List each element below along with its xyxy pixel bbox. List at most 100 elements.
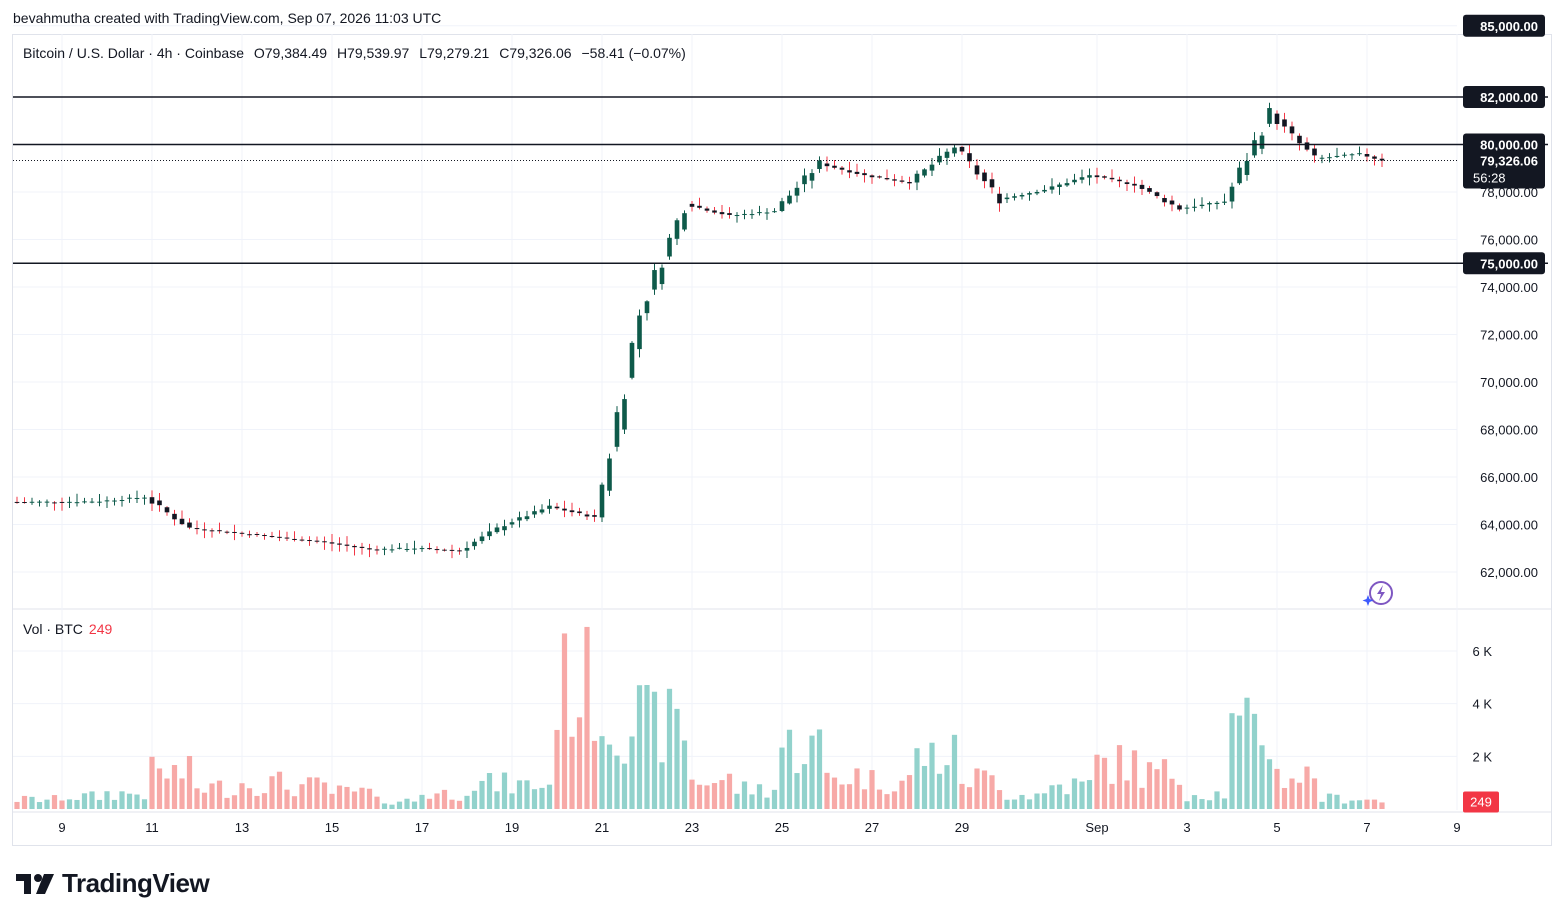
volume-bar <box>1251 713 1258 809</box>
candle-body <box>1162 198 1167 203</box>
candle-body <box>239 532 245 534</box>
candle-body <box>104 500 110 502</box>
candle <box>299 536 305 542</box>
candle <box>52 501 57 511</box>
symbol-label[interactable]: Bitcoin / U.S. Dollar · 4h · Coinbase <box>23 45 244 61</box>
candle <box>112 497 117 506</box>
candle-body <box>899 180 905 182</box>
candle <box>1094 167 1100 184</box>
candle <box>314 536 320 544</box>
volume-bar <box>546 784 553 809</box>
volume-bar <box>449 799 455 809</box>
candle-body <box>374 549 380 551</box>
volume-bar <box>1011 799 1018 809</box>
volume-bar <box>801 764 808 809</box>
candle <box>599 482 605 522</box>
candle-body <box>202 529 207 531</box>
candle <box>1372 155 1377 166</box>
candle <box>1214 201 1220 210</box>
candle <box>1282 112 1287 133</box>
volume-bar <box>156 768 163 809</box>
countdown-label: 56:28 <box>1473 171 1506 186</box>
candle <box>1027 191 1032 201</box>
volume-bar <box>906 775 913 809</box>
candle <box>1244 152 1250 181</box>
volume-bar <box>606 744 613 809</box>
candle <box>464 541 470 559</box>
time-tick-label: 15 <box>325 820 339 835</box>
candle-body <box>569 510 575 513</box>
candle-body <box>1342 154 1347 156</box>
volume-bar <box>1034 793 1040 809</box>
candle <box>262 533 267 540</box>
candle <box>1079 169 1085 184</box>
candle-body <box>284 537 290 539</box>
candle <box>1289 121 1295 141</box>
candle <box>1259 132 1265 155</box>
candle-body <box>157 500 162 506</box>
flash-icon[interactable] <box>1362 580 1398 610</box>
candle-body <box>1244 161 1250 175</box>
candle-body <box>667 237 672 257</box>
candle-body <box>67 501 72 503</box>
candle-body <box>397 547 402 549</box>
candle <box>217 522 222 534</box>
volume-value: 249 <box>88 621 113 637</box>
candle <box>509 518 515 528</box>
candle <box>149 490 155 512</box>
volume-bar <box>126 793 133 809</box>
candle-body <box>1267 108 1272 124</box>
candle <box>1004 193 1010 203</box>
candle-body <box>1184 207 1190 209</box>
candle-body <box>1154 192 1160 197</box>
volume-bar <box>344 786 350 809</box>
candle-body <box>704 208 710 211</box>
volume-bar <box>1236 715 1243 809</box>
candle <box>134 490 140 503</box>
candle-body <box>839 167 845 170</box>
time-tick-label: 27 <box>865 820 879 835</box>
candle-body <box>352 545 357 548</box>
volume-bar <box>659 762 665 809</box>
volume-bar <box>299 784 305 809</box>
volume-bar <box>839 784 845 809</box>
candle-body <box>442 549 447 551</box>
candle <box>644 300 650 321</box>
candle <box>202 522 207 539</box>
volume-bar <box>936 773 943 809</box>
volume-bar <box>389 804 395 809</box>
candle-body <box>1357 153 1362 155</box>
volume-bar <box>1019 794 1025 809</box>
volume-label[interactable]: Vol · BTC <box>23 621 83 637</box>
volume-bar <box>1229 713 1235 809</box>
candle-body <box>1109 177 1115 180</box>
candle-body <box>599 484 605 518</box>
volume-bar <box>1026 799 1033 809</box>
candle <box>884 169 890 181</box>
candle-body <box>517 517 522 521</box>
tradingview-logo: TradingView <box>14 868 210 899</box>
volume-bar <box>201 792 208 809</box>
candle <box>329 534 335 552</box>
candle-body <box>127 497 132 499</box>
candle <box>1147 185 1152 194</box>
volume-tick-label: 6 K <box>1472 644 1492 659</box>
volume-bar <box>989 775 995 809</box>
candle <box>562 500 567 518</box>
volume-bar <box>426 798 433 809</box>
candle-body <box>172 513 177 520</box>
current-price-tag <box>1463 150 1545 189</box>
candle-body <box>554 506 560 509</box>
volume-bar <box>171 765 178 809</box>
candle <box>277 530 282 542</box>
candle <box>1184 204 1190 215</box>
volume-bar <box>1349 800 1355 809</box>
candle-body <box>524 516 530 520</box>
candle-body <box>809 173 815 181</box>
candle-body <box>119 500 125 502</box>
candle-body <box>382 548 387 550</box>
volume-bar <box>1364 799 1370 809</box>
candle-body <box>1282 119 1287 127</box>
volume-bar <box>494 791 500 809</box>
